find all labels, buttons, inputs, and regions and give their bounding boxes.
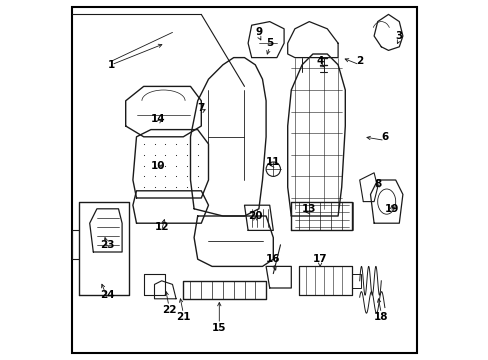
Text: 5: 5 xyxy=(265,38,273,48)
Text: 20: 20 xyxy=(247,211,262,221)
Text: 23: 23 xyxy=(100,240,115,250)
Text: 2: 2 xyxy=(355,56,363,66)
Text: 17: 17 xyxy=(312,254,327,264)
Bar xyxy=(352,274,361,288)
Text: 9: 9 xyxy=(255,27,262,37)
Text: 15: 15 xyxy=(212,323,226,333)
Text: 19: 19 xyxy=(384,204,399,214)
Text: 21: 21 xyxy=(176,312,190,322)
Text: 14: 14 xyxy=(150,114,165,124)
Text: 13: 13 xyxy=(302,204,316,214)
Text: 12: 12 xyxy=(154,222,169,232)
Text: 1: 1 xyxy=(107,60,115,70)
Text: 4: 4 xyxy=(316,56,323,66)
Text: 22: 22 xyxy=(162,305,176,315)
Text: 18: 18 xyxy=(373,312,388,322)
Text: 8: 8 xyxy=(373,179,381,189)
Text: 6: 6 xyxy=(381,132,388,142)
Text: 11: 11 xyxy=(265,157,280,167)
Text: 10: 10 xyxy=(150,161,165,171)
Text: 3: 3 xyxy=(395,31,402,41)
Text: 16: 16 xyxy=(265,254,280,264)
Text: 7: 7 xyxy=(197,103,204,113)
Text: 24: 24 xyxy=(100,290,115,300)
